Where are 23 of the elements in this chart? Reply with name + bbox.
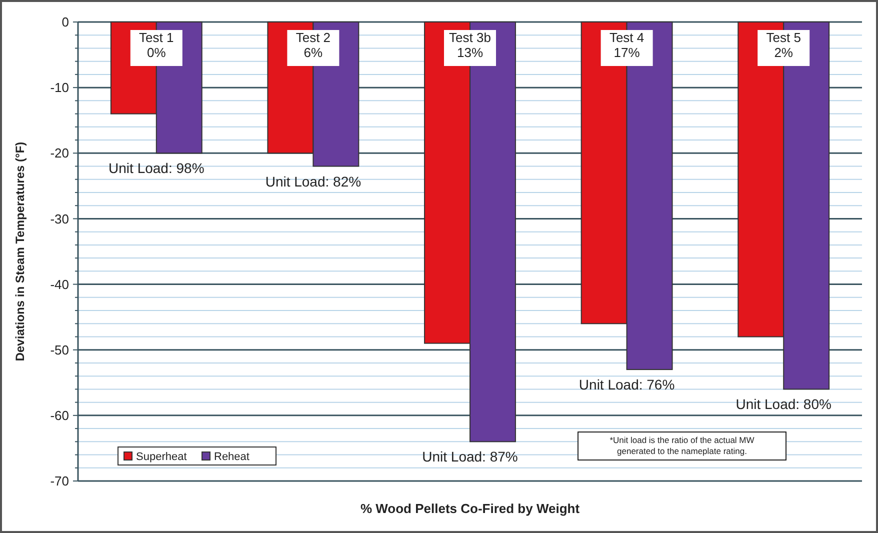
- annotation: Test 5 2%: [766, 30, 801, 60]
- annotation: *Unit load is the ratio of the actual MW generated to the nameplate rating.: [610, 435, 754, 456]
- annotation: Unit Load: 98%: [108, 160, 204, 176]
- annotation: Test 2 6%: [296, 30, 331, 60]
- legend-label: Superheat: [136, 451, 187, 463]
- y-axis-title: Deviations in Steam Temperatures (°F): [13, 142, 27, 362]
- x-axis-title: % Wood Pellets Co-Fired by Weight: [360, 501, 580, 516]
- annotation: Test 3b 13%: [449, 30, 491, 60]
- annotation: Unit Load: 76%: [578, 376, 675, 393]
- y-tick-label: -60: [50, 408, 69, 423]
- annotation: Test 4 17%: [609, 30, 644, 60]
- y-tick-label: -20: [50, 146, 69, 161]
- y-tick-label: -30: [50, 211, 69, 226]
- legend-label: Reheat: [214, 451, 250, 463]
- y-tick-label: -70: [50, 474, 69, 489]
- annotation: Unit Load: 80%: [736, 396, 832, 412]
- y-tick-label: -50: [50, 342, 69, 358]
- annotation: Unit Load: 87%: [422, 448, 518, 465]
- y-tick-label: -10: [50, 80, 69, 96]
- y-tick-label: 0: [62, 14, 69, 30]
- annotation: Unit Load: 82%: [265, 173, 362, 190]
- annotation: Test 1 0%: [139, 30, 174, 60]
- y-tick-label: -40: [50, 276, 69, 292]
